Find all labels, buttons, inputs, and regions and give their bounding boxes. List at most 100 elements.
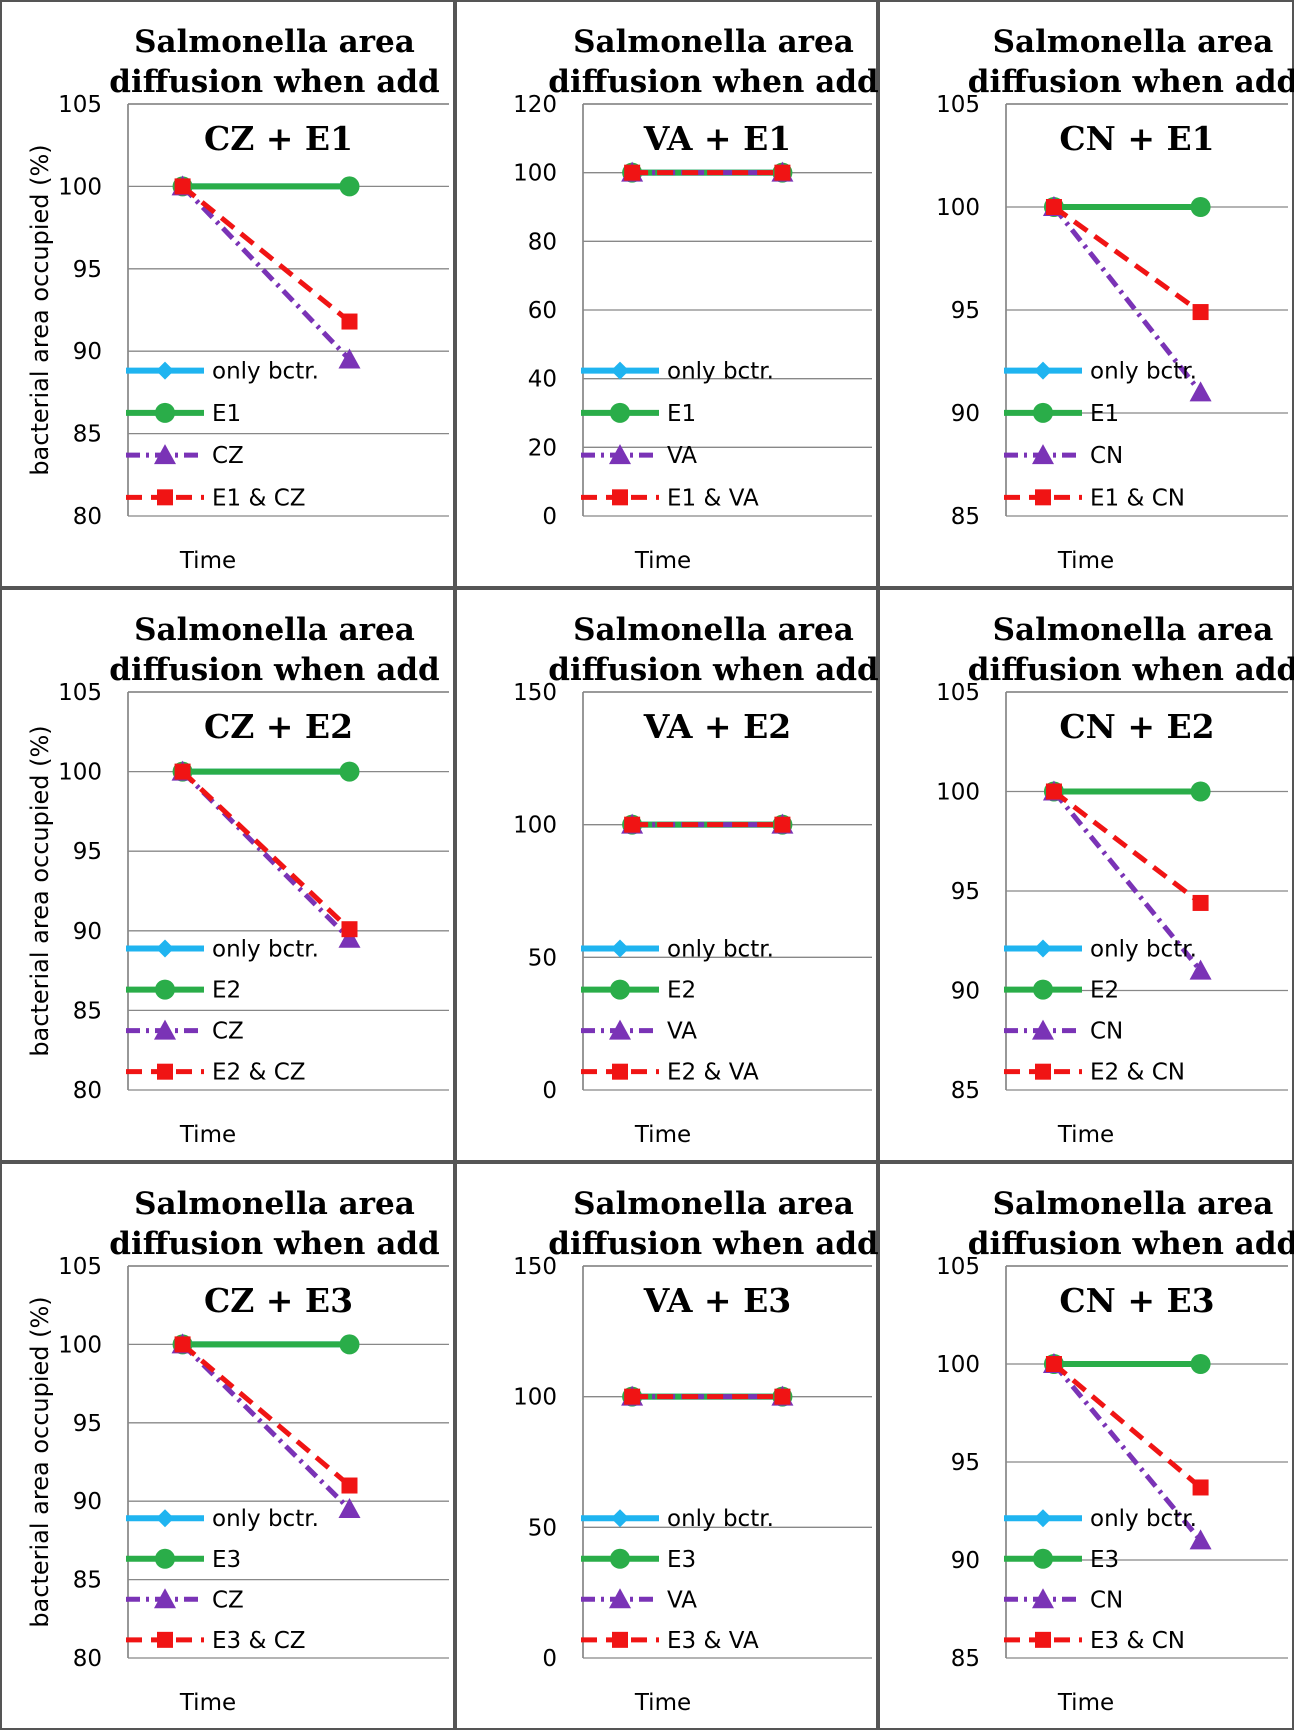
legend-swatch-marker [157, 489, 173, 506]
chart-title: Salmonella area diffusion when add [968, 1186, 1294, 1262]
y-tick-label: 95 [951, 879, 980, 905]
y-tick-label: 105 [58, 1254, 102, 1280]
y-tick-label: 85 [951, 1078, 980, 1104]
data-point [1190, 781, 1211, 802]
y-tick-label: 150 [513, 680, 557, 706]
legend-swatch-marker [154, 444, 176, 465]
data-point [624, 1388, 641, 1405]
series-e3-cz [174, 1336, 358, 1494]
y-tick-label: 60 [528, 298, 557, 324]
legend-swatch-marker [156, 361, 174, 380]
legend-item: only bctr. [126, 937, 319, 963]
series-line [180, 1342, 352, 1488]
x-axis-label: Time [1057, 548, 1114, 574]
series-line [180, 184, 352, 362]
data-point [1190, 197, 1211, 217]
chart-title: Salmonella area diffusion when add [109, 612, 439, 688]
legend-label: E2 & CZ [212, 1060, 306, 1086]
data-point [774, 816, 791, 833]
legend-label: E2 [1090, 978, 1119, 1004]
data-point [339, 176, 360, 197]
chart-title: Salmonella area diffusion when add [548, 24, 878, 100]
legend: only bctr. E3 VA E3 & VA [581, 1506, 774, 1654]
legend-item: only bctr. [1004, 359, 1197, 385]
series-line [1052, 789, 1203, 905]
svg-text:Salmonella area: Salmonella area [573, 612, 854, 648]
y-tick-label: 95 [73, 839, 102, 865]
chart-panel-9: 85 90 95 100 105 Salmonella area diffusion whe… [878, 1162, 1294, 1730]
legend-item: E1 [126, 401, 241, 427]
series-e3 [172, 1334, 360, 1355]
series-e2-cn [1045, 783, 1209, 911]
legend-item: E3 & VA [581, 1628, 759, 1654]
legend-item: E1 & CZ [126, 485, 306, 511]
legend-label: E3 [212, 1547, 241, 1573]
data-point [341, 313, 358, 330]
y-tick-label: 105 [936, 92, 980, 118]
svg-text:diffusion when add: diffusion when add [548, 1226, 878, 1262]
legend: only bctr. E3 CZ E3 & CZ [126, 1506, 319, 1654]
legend-item: CN [1004, 1587, 1123, 1613]
legend-swatch-marker [611, 1509, 629, 1528]
legend: only bctr. E2 CZ E2 & CZ [126, 937, 319, 1086]
y-tick-label: 0 [542, 1646, 557, 1672]
legend: only bctr. E2 VA E2 & VA [581, 937, 774, 1086]
svg-text:diffusion when add: diffusion when add [968, 64, 1294, 100]
y-tick-label: 90 [951, 1548, 980, 1574]
legend-label: VA [667, 443, 697, 469]
data-point [174, 1336, 191, 1353]
chart-subtitle: CN + E3 [1059, 1281, 1214, 1320]
chart-panel-8: 0 50 100 150 Salmonella area diffusion when a… [455, 1162, 878, 1730]
series-e1-cn [1045, 199, 1209, 321]
legend-swatch-marker [1033, 979, 1053, 1000]
series-line [1052, 1362, 1203, 1542]
legend: only bctr. E1 CN E1 & CN [1004, 359, 1197, 511]
series-line [1052, 789, 1203, 973]
y-tick-label: 90 [951, 401, 980, 427]
legend-item: only bctr. [581, 359, 774, 385]
series-line [180, 184, 352, 324]
legend-label: E1 [667, 401, 696, 427]
data-point [339, 761, 360, 782]
data-point [774, 164, 791, 181]
panel-border [0, 1162, 455, 1730]
y-tick-label: 40 [528, 367, 557, 393]
legend-item: only bctr. [126, 1506, 319, 1532]
legend-label: only bctr. [212, 937, 319, 963]
legend-label: E2 & CN [1090, 1060, 1185, 1086]
chart-subtitle: CN + E2 [1059, 707, 1214, 746]
y-tick-label: 100 [936, 195, 980, 221]
series-e2-cz [174, 763, 358, 938]
chart-subtitle: VA + E1 [643, 119, 791, 158]
legend-item: E3 [581, 1547, 696, 1573]
legend-item: E1 & VA [581, 485, 759, 511]
panel-border [455, 588, 878, 1162]
svg-text:Salmonella area: Salmonella area [134, 1186, 415, 1222]
data-point [1189, 381, 1212, 402]
data-point [1190, 1354, 1211, 1374]
data-point [341, 1477, 358, 1494]
legend-swatch-marker [1033, 402, 1053, 423]
y-tick-label: 85 [73, 422, 102, 448]
legend-item: CZ [126, 443, 244, 469]
legend-swatch-marker [1032, 444, 1054, 465]
legend-swatch-marker [155, 1548, 175, 1569]
y-tick-label: 100 [936, 780, 980, 806]
legend-item: E1 [581, 401, 696, 427]
series-e3-va [624, 1388, 791, 1405]
legend-item: only bctr. [1004, 1506, 1197, 1532]
legend-item: E3 & CN [1004, 1628, 1185, 1654]
legend: only bctr. E1 VA E1 & VA [581, 359, 774, 511]
legend: only bctr. E3 CN E3 & CN [1004, 1506, 1197, 1654]
chart-title: Salmonella area diffusion when add [109, 1186, 439, 1262]
data-point [1192, 304, 1209, 321]
data-point [1192, 1479, 1209, 1496]
chart-panel-4: 80 85 90 95 100 105 Salmonella area diffusion w… [0, 588, 455, 1162]
legend-swatch-marker [157, 1063, 173, 1080]
y-axis-label: bacterial area occupied (%) [26, 1296, 54, 1627]
y-tick-label: 90 [73, 339, 102, 365]
panel-border [878, 0, 1294, 588]
legend-swatch-marker [610, 402, 630, 423]
chart-panel-7: 80 85 90 95 100 105 Salmonella area diffusion w… [0, 1162, 455, 1730]
